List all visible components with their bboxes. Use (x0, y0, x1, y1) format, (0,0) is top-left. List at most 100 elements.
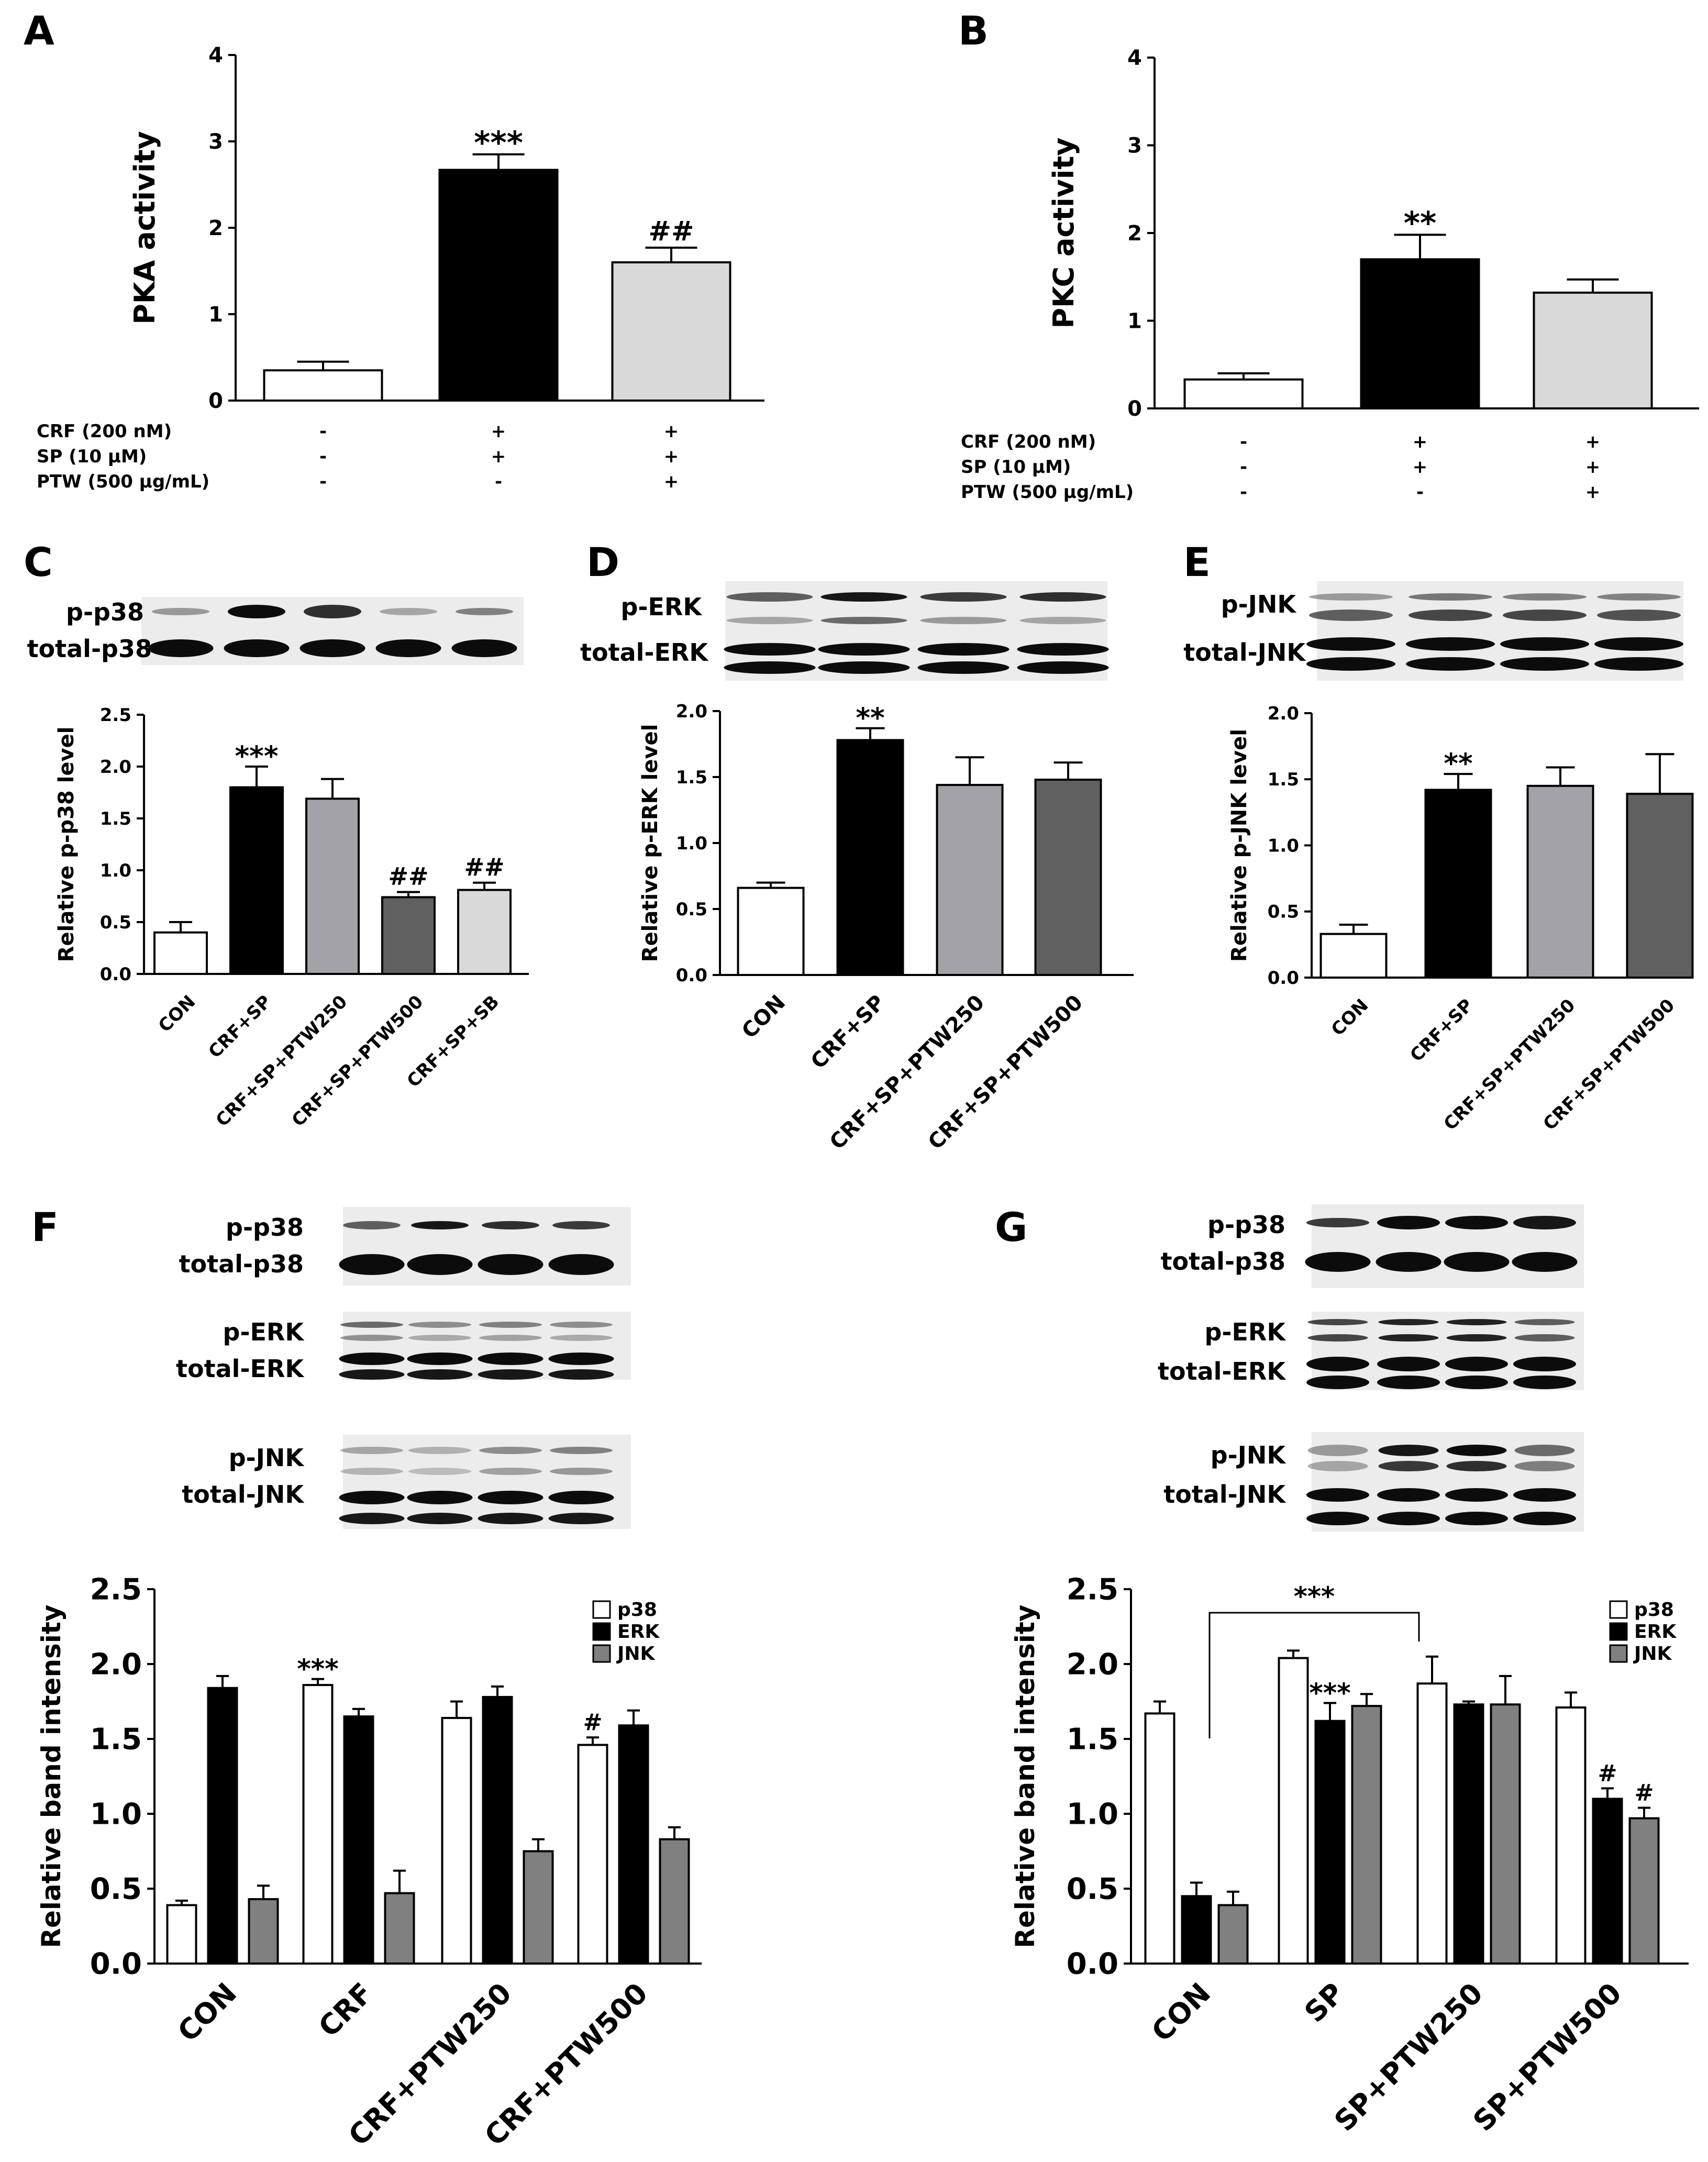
blot-band (411, 1221, 469, 1229)
y-tick-label: 3 (208, 130, 223, 154)
blot-band (1445, 1512, 1508, 1525)
x-tick-label: CRF+SP (204, 991, 275, 1062)
chart-C: 0.0 0.5 1.0 1.5 2.0 2.5 Relative p-p38 level **… (54, 705, 529, 1131)
blot-label: total-JNK (1183, 638, 1306, 667)
blot-band (408, 1335, 471, 1341)
x-tick-label: CON (1327, 995, 1372, 1040)
y-axis-label: Relative band intensity (1010, 1604, 1040, 1948)
chart-B: 0 1 2 3 4 PKC activity ** (1047, 46, 1699, 421)
blot-band (340, 1468, 403, 1475)
bar (1217, 1904, 1249, 1965)
legend-swatch (592, 1644, 611, 1663)
blot-band (552, 1221, 610, 1229)
legend-swatch (592, 1622, 611, 1641)
blot-band (917, 661, 1010, 674)
blot-band (1377, 1512, 1440, 1525)
blot-band (1445, 1376, 1508, 1389)
treatment-sign: - (1416, 482, 1424, 503)
bar (1034, 779, 1102, 977)
significance-label: ** (1404, 205, 1437, 241)
y-tick-label: 2.5 (90, 1573, 142, 1607)
blot-band (917, 643, 1010, 656)
blot-band (228, 605, 285, 618)
treatment-label: PTW (500 μg/mL) (37, 471, 209, 492)
bar (1424, 789, 1492, 979)
blot-band (1445, 1488, 1508, 1502)
blot-band (1306, 1488, 1369, 1502)
significance-label: # (583, 1709, 603, 1736)
blot-label: p-JNK (229, 1444, 305, 1472)
blot-band (1017, 643, 1109, 656)
blot-band (152, 608, 209, 615)
blot-band (1408, 609, 1492, 621)
panel-label-E: E (1183, 539, 1211, 585)
blot-label: total-ERK (1158, 1357, 1286, 1385)
blot-label: total-ERK (580, 638, 709, 667)
significance-label: *** (297, 1654, 338, 1684)
y-tick-label: 1.5 (676, 767, 707, 788)
bar (263, 369, 383, 402)
blot-band (726, 617, 813, 624)
treatment-sign: + (1585, 482, 1601, 503)
blot-band (1513, 1216, 1576, 1229)
y-tick-label: 0.0 (676, 965, 707, 986)
y-tick-label: 1.0 (676, 833, 707, 854)
blot-band (148, 639, 214, 657)
blot-G: p-p38 total-p38 p-ERK total-ERK p-JNK total-J… (1158, 1204, 1584, 1532)
bar (523, 1850, 554, 1965)
y-tick-label: 2.5 (1067, 1573, 1118, 1607)
chart-A: 0 1 2 3 4 PKA activity *** ## (128, 43, 764, 413)
blot-band (1594, 637, 1683, 651)
blot-band (1406, 657, 1495, 671)
y-tick-label: 0.0 (1268, 968, 1299, 989)
treatment-sign: + (1413, 431, 1428, 452)
bar (1626, 793, 1694, 979)
y-tick-label: 0 (208, 389, 223, 413)
blot-band (339, 1369, 405, 1380)
y-tick-label: 0.5 (100, 912, 131, 933)
blot-band (339, 1513, 405, 1524)
bar (611, 261, 731, 402)
blot-band (1514, 1445, 1575, 1456)
blot-band (478, 1352, 544, 1365)
blot-band (550, 1447, 613, 1454)
significance-bracket (1208, 1612, 1420, 1738)
blot-band (304, 605, 361, 618)
y-tick-label: 4 (1127, 46, 1142, 70)
blot-label: p-ERK (223, 1318, 305, 1346)
blot-band (478, 1254, 544, 1275)
blot-band (407, 1254, 473, 1275)
panel-label-D: D (586, 539, 619, 585)
blot-label: p-ERK (620, 593, 703, 621)
blot-band (920, 617, 1007, 624)
y-tick-label: 4 (208, 43, 223, 68)
blot-band (456, 608, 513, 615)
blot-band (1307, 1334, 1368, 1341)
blot-D: p-ERK total-ERK (580, 581, 1109, 681)
blot-band (1306, 637, 1395, 651)
bar (305, 797, 360, 975)
legend-label: JNK (1633, 1643, 1672, 1665)
blot-band (1377, 1357, 1440, 1371)
blot-band (343, 1221, 401, 1229)
y-tick-label: 1.5 (100, 808, 131, 829)
treatment-label: CRF (200 nM) (961, 431, 1096, 452)
legend-swatch (1609, 1622, 1628, 1641)
y-axis-label: PKA activity (128, 131, 161, 325)
blot-band (548, 1369, 614, 1380)
blot-band (1513, 1512, 1576, 1525)
legend-label: JNK (616, 1643, 656, 1665)
x-tick-label: CON (171, 1977, 243, 2048)
treatment-sign: - (1240, 457, 1247, 478)
chart-E: 0.0 0.5 1.0 1.5 2.0 Relative p-JNK level ** CON… (1227, 703, 1694, 1135)
x-tick-label: CON (737, 991, 790, 1044)
bar (1181, 1895, 1212, 1965)
y-tick-label: 1 (1127, 309, 1142, 334)
blot-band (482, 1221, 539, 1229)
blot-label: total-ERK (176, 1355, 305, 1383)
blot-band (1500, 637, 1589, 651)
significance-label: # (1598, 1760, 1617, 1787)
blot-C: p-p38 total-p38 (27, 597, 524, 665)
x-tick-label: CRF (312, 1977, 379, 2044)
